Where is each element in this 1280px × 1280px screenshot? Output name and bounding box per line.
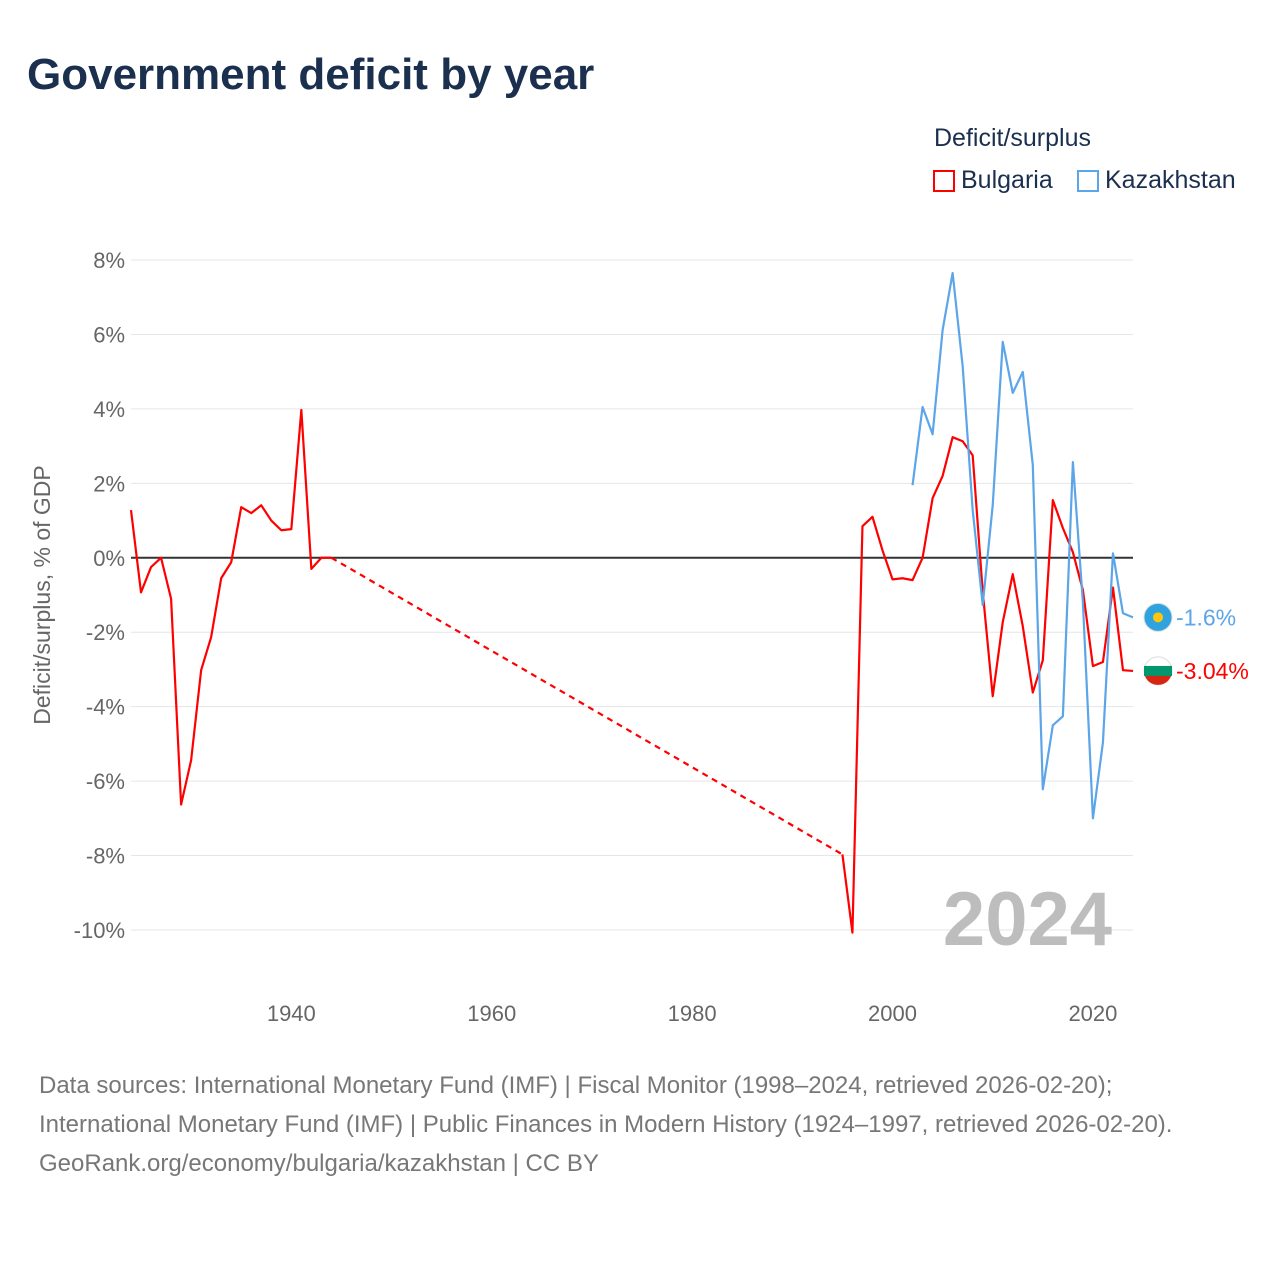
series-line-bulgaria [330,556,843,856]
y-tick-label: 8% [93,248,125,273]
legend-label: Kazakhstan [1105,166,1236,194]
year-annotation: 2024 [943,877,1112,962]
y-tick-label: 2% [93,471,125,496]
flag-sun [1153,612,1163,623]
legend-title: Deficit/surplus [934,124,1091,152]
legend-item-bulgaria[interactable]: Bulgaria [933,166,1053,195]
y-tick-label: -4% [86,695,125,720]
y-tick-label: -2% [86,620,125,645]
y-tick-label: 6% [93,322,125,347]
plot-area: 8% 6% 4% 2% 0% -2% -4% -6% -8% -10% 1940 1960 1980 20… [29,248,1249,1026]
series-line-bulgaria [841,436,1134,934]
credit-link[interactable]: GeoRank.org/economy/bulgaria/kazakhstan … [39,1150,599,1177]
y-axis-label: Deficit/surplus, % of GDP [29,465,55,724]
y-tick-label: -10% [74,918,125,943]
y-tick-label: 4% [93,397,125,422]
x-tick-label: 1960 [467,1001,516,1026]
y-tick-label: -8% [86,844,125,869]
x-tick-label: 1940 [267,1001,316,1026]
footer: Data sources: International Monetary Fun… [39,1066,1239,1183]
chart-title: Government deficit by year [27,50,595,99]
x-tick-label: 2000 [868,1001,917,1026]
legend-label: Bulgaria [961,166,1053,194]
series-line-kazakhstan [911,271,1134,820]
y-tick-label: -6% [86,769,125,794]
flag-stripe [1144,665,1172,676]
end-value-label: -1.6% [1176,604,1236,630]
data-sources: Data sources: International Monetary Fun… [39,1072,1173,1138]
series-line-bulgaria [129,408,332,806]
x-tick-label: 2020 [1068,1001,1117,1026]
legend-swatch-bulgaria [933,169,955,192]
end-value-label: -3.04% [1176,658,1249,684]
legend-swatch-kazakhstan [1077,169,1099,192]
legend-item-kazakhstan[interactable]: Kazakhstan [1077,166,1236,195]
y-tick-label: 0% [93,546,125,571]
x-tick-label: 1980 [668,1001,717,1026]
